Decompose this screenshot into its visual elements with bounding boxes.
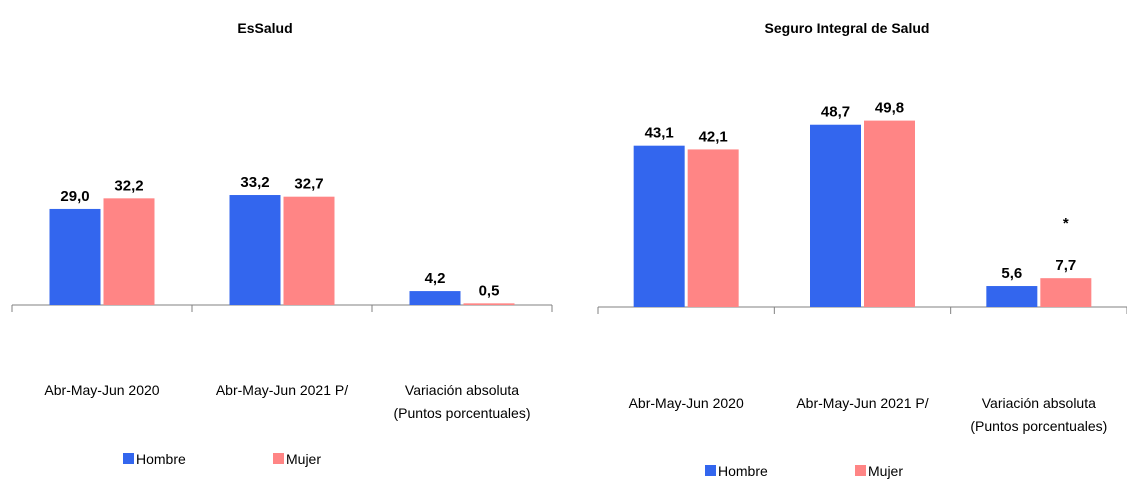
- value-label: 49,8: [875, 100, 904, 117]
- bar: [864, 120, 915, 307]
- value-label: 0,5: [479, 282, 500, 299]
- value-label: 43,1: [645, 125, 674, 142]
- bar: [49, 208, 101, 305]
- x-tick-label: Abr-May-Jun 2020: [629, 395, 744, 411]
- x-tick-label: Variación absoluta (Puntos porcentuales): [970, 395, 1107, 434]
- legend-swatch: [123, 453, 134, 464]
- legend-swatch: [705, 465, 716, 476]
- value-label: 4,2: [425, 270, 446, 287]
- chart-title: Seguro Integral de Salud: [765, 20, 930, 36]
- bar: [810, 124, 861, 307]
- chart-title: EsSalud: [237, 20, 292, 36]
- bar: [103, 198, 155, 305]
- x-tick-label: Abr-May-Jun 2020: [44, 382, 159, 398]
- value-label: 42,1: [699, 128, 728, 145]
- bar: [633, 145, 685, 307]
- bar: [687, 149, 739, 307]
- bar: [283, 196, 335, 305]
- bar: [986, 286, 1038, 307]
- value-label: 32,2: [114, 177, 143, 194]
- legend-label: Hombre: [718, 463, 768, 479]
- legend-label: Hombre: [136, 451, 186, 467]
- value-label: 7,7: [1055, 257, 1076, 274]
- bar: [1040, 278, 1092, 307]
- x-tick-label: Abr-May-Jun 2021 P/: [796, 395, 928, 411]
- value-label: 5,6: [1001, 265, 1022, 282]
- bar: [409, 291, 461, 305]
- bar: [463, 303, 515, 305]
- x-tick-label: Variación absoluta (Puntos porcentuales): [394, 382, 531, 421]
- value-label: 29,0: [60, 188, 89, 205]
- value-label: 48,7: [821, 104, 850, 121]
- legend-label: Mujer: [286, 451, 321, 467]
- value-label: 32,7: [294, 176, 323, 193]
- annotation: *: [1063, 215, 1069, 232]
- legend-label: Mujer: [868, 463, 903, 479]
- legend-swatch: [855, 465, 866, 476]
- value-label: 33,2: [240, 174, 269, 191]
- x-tick-label: Abr-May-Jun 2021 P/: [216, 382, 348, 398]
- bar: [229, 195, 281, 305]
- legend-swatch: [273, 453, 284, 464]
